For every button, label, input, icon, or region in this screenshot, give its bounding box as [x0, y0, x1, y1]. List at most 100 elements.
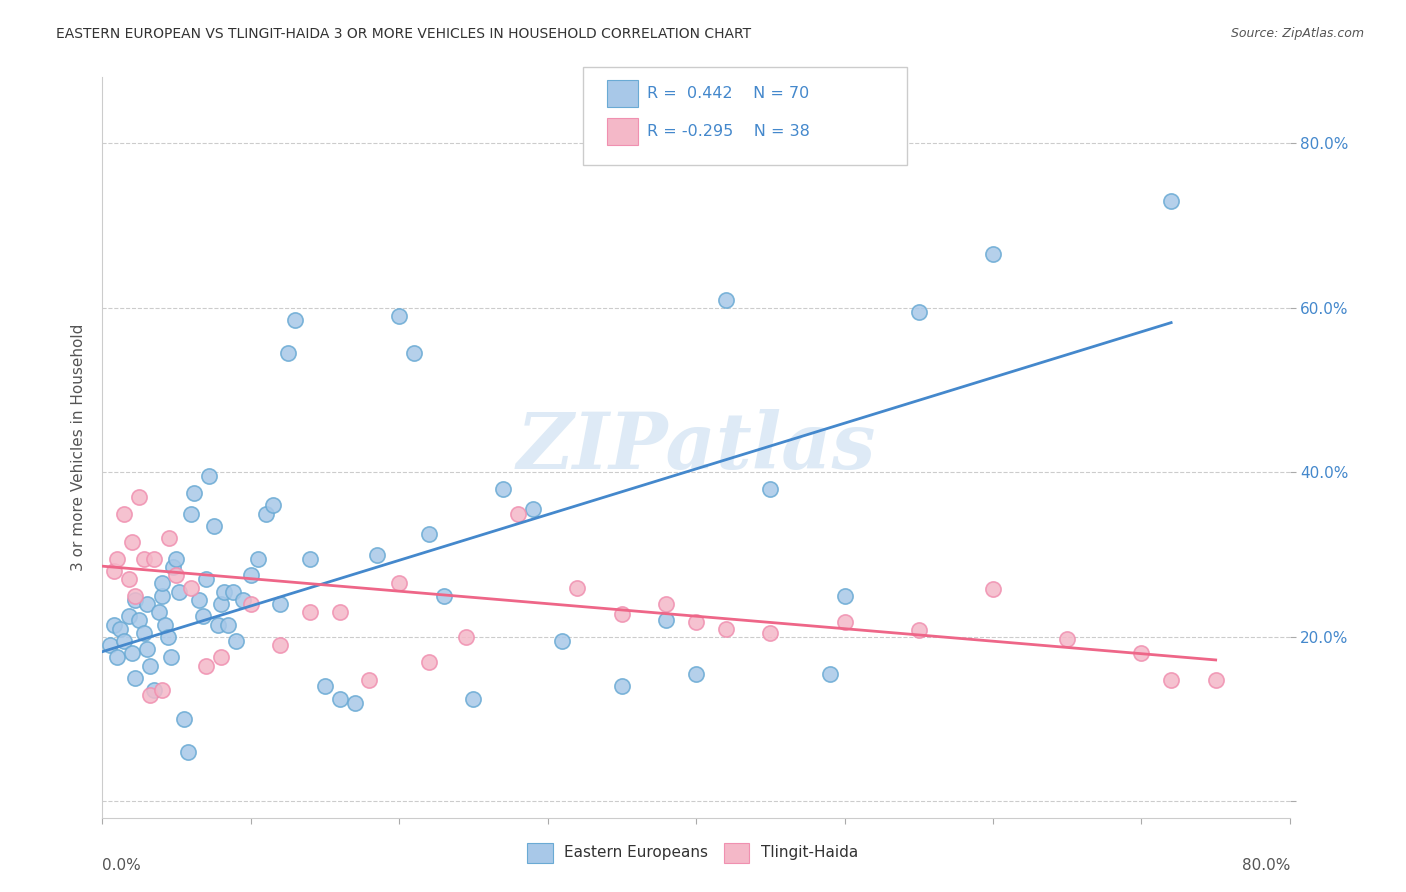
Point: [907, 624, 929, 638]
Point: [329, 691, 352, 706]
Text: 80.0%: 80.0%: [1241, 858, 1289, 873]
Point: [1130, 646, 1153, 660]
Text: Source: ZipAtlas.com: Source: ZipAtlas.com: [1230, 27, 1364, 40]
Point: [759, 625, 782, 640]
Point: [207, 617, 229, 632]
Point: [1160, 194, 1182, 208]
Point: [981, 247, 1004, 261]
Point: [433, 589, 456, 603]
Point: [138, 688, 160, 702]
Point: [121, 535, 143, 549]
Point: [222, 584, 245, 599]
Point: [299, 605, 322, 619]
Point: [359, 673, 381, 687]
Point: [162, 560, 184, 574]
Point: [254, 507, 277, 521]
Point: [655, 614, 678, 628]
Point: [191, 609, 214, 624]
Point: [277, 346, 299, 360]
Point: [506, 507, 529, 521]
Point: [150, 589, 173, 603]
Point: [103, 564, 125, 578]
Point: [132, 625, 155, 640]
Point: [239, 568, 262, 582]
Point: [366, 548, 388, 562]
Point: [124, 671, 146, 685]
Point: [329, 605, 352, 619]
Point: [118, 609, 141, 624]
Text: Tlingit-Haida: Tlingit-Haida: [761, 846, 858, 860]
Point: [981, 582, 1004, 597]
Text: R =  0.442    N = 70: R = 0.442 N = 70: [647, 87, 808, 101]
Point: [299, 551, 322, 566]
Point: [212, 584, 235, 599]
Point: [314, 679, 336, 693]
Point: [567, 581, 589, 595]
Point: [247, 551, 270, 566]
Point: [103, 617, 125, 632]
Point: [180, 507, 202, 521]
Point: [388, 309, 411, 323]
Point: [610, 607, 633, 621]
Point: [1056, 632, 1078, 646]
Point: [262, 498, 284, 512]
Point: [169, 584, 191, 599]
Point: [269, 597, 291, 611]
Point: [522, 502, 544, 516]
Point: [105, 551, 128, 566]
Y-axis label: 3 or more Vehicles in Household: 3 or more Vehicles in Household: [72, 324, 86, 572]
Point: [232, 593, 254, 607]
Point: [132, 551, 155, 566]
Point: [148, 605, 170, 619]
Point: [121, 646, 143, 660]
Point: [165, 551, 187, 566]
Point: [818, 667, 841, 681]
Point: [124, 589, 146, 603]
Point: [418, 527, 440, 541]
Point: [551, 634, 574, 648]
Point: [834, 615, 856, 629]
Point: [187, 593, 209, 607]
Point: [714, 622, 737, 636]
Point: [177, 745, 200, 759]
Point: [157, 531, 180, 545]
Point: [655, 597, 678, 611]
Point: [173, 712, 195, 726]
Point: [114, 634, 136, 648]
Point: [159, 650, 181, 665]
Point: [118, 572, 141, 586]
Point: [135, 642, 157, 657]
Point: [463, 691, 485, 706]
Point: [284, 313, 307, 327]
Text: Eastern Europeans: Eastern Europeans: [564, 846, 707, 860]
Point: [143, 551, 166, 566]
Point: [105, 650, 128, 665]
Point: [388, 576, 411, 591]
Point: [685, 615, 707, 629]
Point: [124, 593, 146, 607]
Point: [165, 568, 187, 582]
Point: [195, 658, 218, 673]
Point: [492, 482, 515, 496]
Point: [217, 617, 239, 632]
Point: [183, 486, 205, 500]
Point: [128, 614, 150, 628]
Point: [402, 346, 425, 360]
Text: EASTERN EUROPEAN VS TLINGIT-HAIDA 3 OR MORE VEHICLES IN HOUSEHOLD CORRELATION CH: EASTERN EUROPEAN VS TLINGIT-HAIDA 3 OR M…: [56, 27, 751, 41]
Point: [343, 696, 366, 710]
Point: [209, 597, 232, 611]
Point: [209, 650, 232, 665]
Point: [135, 597, 157, 611]
Point: [198, 469, 221, 483]
Point: [143, 683, 166, 698]
Point: [610, 679, 633, 693]
Point: [714, 293, 737, 307]
Point: [685, 667, 707, 681]
Point: [128, 490, 150, 504]
Text: 0.0%: 0.0%: [103, 858, 141, 873]
Point: [1205, 673, 1227, 687]
Point: [239, 597, 262, 611]
Point: [180, 581, 202, 595]
Point: [202, 519, 225, 533]
Point: [225, 634, 247, 648]
